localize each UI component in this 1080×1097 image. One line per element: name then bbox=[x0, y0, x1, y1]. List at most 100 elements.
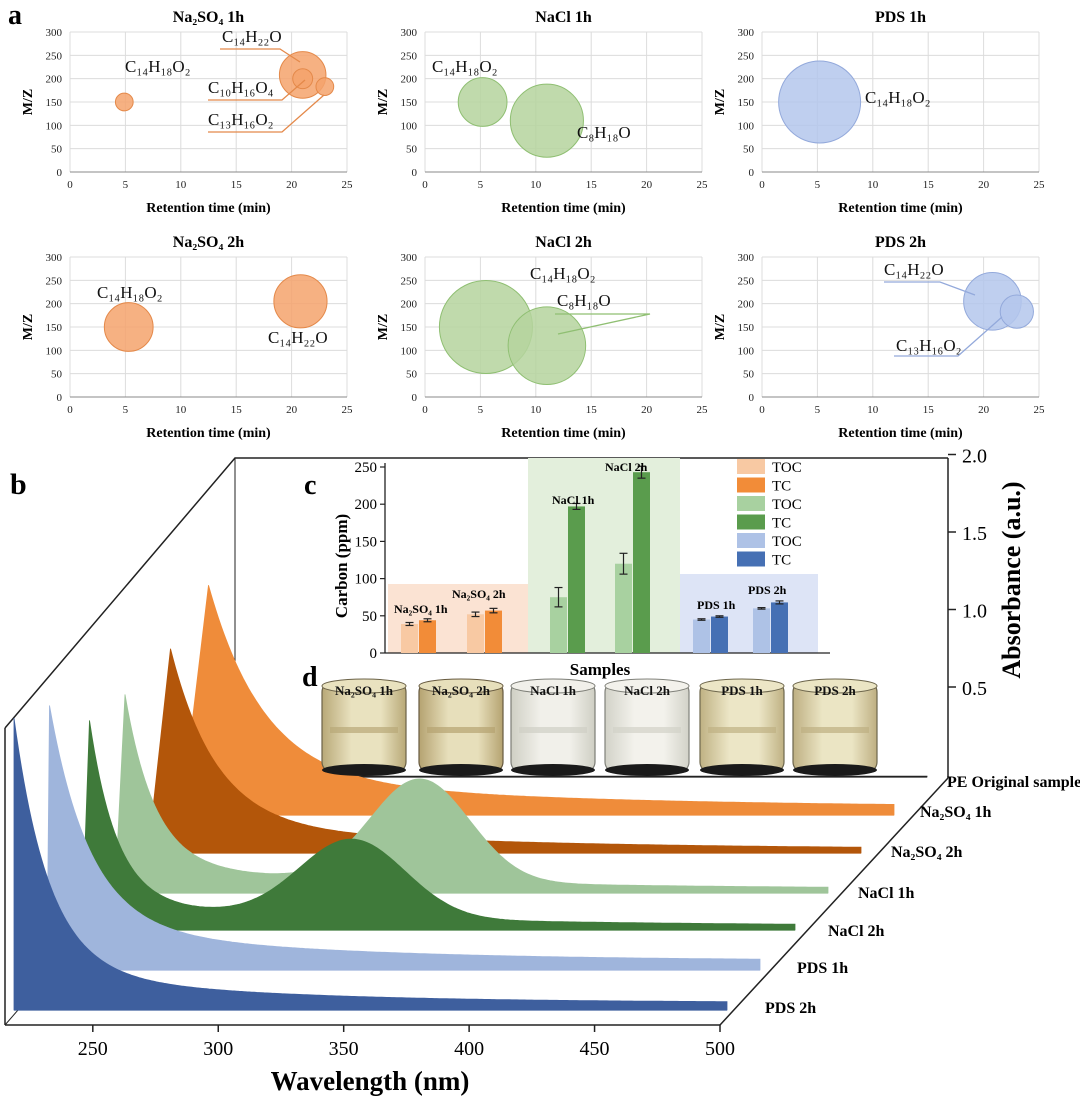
sample-label: PDS 2h bbox=[814, 683, 856, 698]
x-tick-label: 350 bbox=[329, 1038, 359, 1060]
y-tick-label: 200 bbox=[355, 497, 378, 513]
y-tick-label: 150 bbox=[355, 534, 378, 550]
vial-liquid-line bbox=[427, 727, 495, 733]
bar bbox=[419, 620, 436, 653]
leader-line bbox=[208, 94, 325, 133]
x-tick-label: 20 bbox=[978, 404, 990, 416]
legend-label: TOC bbox=[772, 460, 802, 476]
spectrum-area bbox=[13, 717, 728, 1011]
legend-swatch bbox=[737, 533, 765, 548]
y-tick-label: 200 bbox=[738, 299, 755, 311]
chart-title: PDS 2h bbox=[875, 234, 926, 251]
bubble-chart-4: 0 50 100 150 200 250 300 0 5 10 15 20 25 Na₂SO₄ 2h Ret… bbox=[21, 234, 353, 441]
legend-label: TOC bbox=[772, 534, 802, 550]
bar bbox=[568, 506, 585, 653]
y-tick-label: 300 bbox=[46, 252, 63, 264]
panel-b-absorbance-waterfall: 0.5 1.0 1.5 2.0 Absorbance (a.u.) 250 300 350 40… bbox=[4, 446, 1080, 1096]
bubble-label: C₁₄H₁₈O₂ bbox=[125, 57, 191, 76]
x-tick-label: 15 bbox=[231, 179, 243, 191]
y-tick-label: 150 bbox=[46, 322, 63, 334]
x-axis-label: Retention time (min) bbox=[501, 426, 626, 441]
bubble-label: C₈H₁₈O bbox=[557, 291, 611, 310]
panel-label-d: d bbox=[302, 662, 318, 693]
x-tick-label: 0 bbox=[759, 179, 765, 191]
y-tick-label: 300 bbox=[738, 252, 755, 264]
y-tick-label: 0 bbox=[412, 392, 418, 404]
x-tick-label: 20 bbox=[286, 179, 298, 191]
group-label: Na₂SO₄ 1h bbox=[394, 602, 448, 616]
y-axis-label: M/Z bbox=[21, 89, 36, 115]
x-tick-label: 0 bbox=[67, 179, 73, 191]
bubble-chart-1: 0 50 100 150 200 250 300 0 5 10 15 20 25 Na₂SO₄ 1h Ret… bbox=[21, 9, 353, 216]
bubble-label: C₁₄H₂₂O bbox=[884, 260, 944, 279]
x-tick-label: 10 bbox=[530, 179, 542, 191]
x-tick-label: 15 bbox=[231, 404, 243, 416]
series-label: PE Original sample bbox=[947, 774, 1080, 791]
vial-base bbox=[322, 764, 406, 776]
legend-swatch bbox=[737, 459, 765, 474]
x-axis-label: Samples bbox=[570, 660, 631, 679]
x-axis-label: Wavelength (nm) bbox=[271, 1066, 470, 1096]
chart-title: Na₂SO₄ 2h bbox=[173, 234, 244, 251]
y-tick-label: 1.0 bbox=[962, 601, 987, 623]
y-tick-label: 100 bbox=[46, 120, 63, 132]
y-axis-label: Carbon (ppm) bbox=[332, 514, 351, 618]
x-tick-label: 25 bbox=[342, 404, 354, 416]
group-label: PDS 1h bbox=[697, 598, 736, 612]
x-tick-label: 25 bbox=[1034, 404, 1046, 416]
x-tick-label: 25 bbox=[1034, 179, 1046, 191]
x-tick-label: 250 bbox=[78, 1038, 108, 1060]
vial-base bbox=[419, 764, 503, 776]
group-label: Na₂SO₄ 2h bbox=[452, 587, 506, 601]
y-tick-label: 300 bbox=[401, 252, 418, 264]
y-tick-label: 200 bbox=[401, 299, 418, 311]
chart-title: Na₂SO₄ 1h bbox=[173, 9, 244, 26]
x-tick-label: 25 bbox=[342, 179, 354, 191]
bar bbox=[550, 597, 567, 653]
legend-label: TC bbox=[772, 553, 791, 569]
x-tick-label: 15 bbox=[586, 179, 598, 191]
x-tick-label: 0 bbox=[67, 404, 73, 416]
sample-label: NaCl 2h bbox=[624, 683, 671, 698]
vial-base bbox=[700, 764, 784, 776]
bubble bbox=[315, 77, 335, 96]
x-tick-label: 400 bbox=[454, 1038, 484, 1060]
x-tick-label: 300 bbox=[203, 1038, 233, 1060]
legend-label: TC bbox=[772, 516, 791, 532]
y-tick-label: 150 bbox=[738, 97, 755, 109]
panel-label-a: a bbox=[8, 0, 22, 31]
bubble bbox=[273, 274, 328, 329]
bubble-chart-6: 0 50 100 150 200 250 300 0 5 10 15 20 25 PDS 2h Retent… bbox=[713, 234, 1045, 441]
bubble-label: C₁₄H₁₈O₂ bbox=[530, 264, 596, 283]
x-tick-label: 5 bbox=[815, 179, 821, 191]
x-tick-label: 10 bbox=[175, 179, 187, 191]
legend-label: TC bbox=[772, 479, 791, 495]
y-tick-label: 0 bbox=[57, 392, 63, 404]
leader-line bbox=[894, 316, 1003, 357]
panel-d-sample-photos: Na₂SO₄ 1h Na₂SO₄ 2h NaCl 1h NaCl 2h PDS 1h PD… bbox=[321, 678, 878, 776]
y-tick-label: 250 bbox=[355, 460, 378, 476]
y-tick-label: 150 bbox=[46, 97, 63, 109]
vial-liquid-line bbox=[519, 727, 587, 733]
bubble-chart-3: 0 50 100 150 200 250 300 0 5 10 15 20 25 PDS 1h Retent… bbox=[713, 9, 1045, 216]
x-tick-label: 450 bbox=[580, 1038, 610, 1060]
legend-swatch bbox=[737, 551, 765, 567]
vial-rim bbox=[604, 678, 690, 694]
group-label: PDS 2h bbox=[748, 583, 787, 597]
sample-label: Na₂SO₄ 1h bbox=[335, 683, 394, 698]
chart-title: PDS 1h bbox=[875, 9, 926, 26]
sample-vial: NaCl 2h bbox=[604, 678, 690, 776]
bubble bbox=[509, 83, 584, 158]
x-tick-label: 5 bbox=[815, 404, 821, 416]
series-label: PDS 2h bbox=[765, 1000, 816, 1017]
y-tick-label: 2.0 bbox=[962, 446, 987, 468]
vial-liquid-line bbox=[613, 727, 681, 733]
x-tick-label: 0 bbox=[422, 179, 428, 191]
x-axis-label: Retention time (min) bbox=[838, 201, 963, 216]
group-label: NaCl 2h bbox=[605, 460, 648, 474]
x-tick-label: 25 bbox=[697, 179, 709, 191]
bubble bbox=[778, 60, 862, 144]
y-tick-label: 1.5 bbox=[962, 523, 987, 545]
series-label: NaCl 2h bbox=[828, 923, 885, 940]
y-axis-label: M/Z bbox=[376, 314, 391, 340]
